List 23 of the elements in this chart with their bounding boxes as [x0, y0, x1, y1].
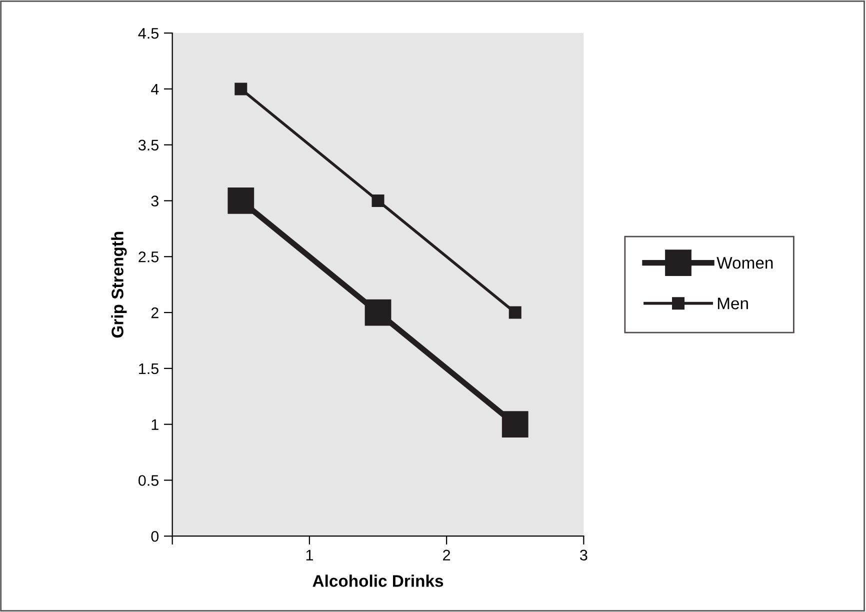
x-tick-label: 1: [306, 550, 313, 560]
x-axis-title: Alcoholic Drinks: [312, 574, 444, 587]
y-tick-label: 0: [151, 530, 159, 542]
x-tick-label: 3: [580, 550, 588, 561]
point: [234, 82, 248, 96]
y-tick-label: 4: [150, 84, 159, 94]
y-tick-label: 1.5: [139, 363, 158, 374]
point: [228, 188, 254, 214]
point: [508, 306, 522, 319]
point: [502, 411, 528, 438]
y-tick-label: 3.5: [138, 140, 158, 151]
y-tick-label: 1: [152, 419, 158, 430]
point: [364, 299, 392, 326]
point: [372, 194, 384, 207]
y-tick-label: 2.5: [138, 252, 158, 262]
y-tick-label: 3: [151, 196, 158, 206]
y-tick-label: 4.5: [138, 28, 158, 39]
y-axis-title: Grip Strength: [111, 232, 127, 338]
y-tick-label: 2: [151, 307, 158, 318]
legend-label: Men: [718, 298, 748, 310]
x-tick-label: 2: [443, 550, 450, 560]
legend-label: Women: [716, 257, 773, 269]
y-tick-label: 0.5: [138, 475, 158, 486]
